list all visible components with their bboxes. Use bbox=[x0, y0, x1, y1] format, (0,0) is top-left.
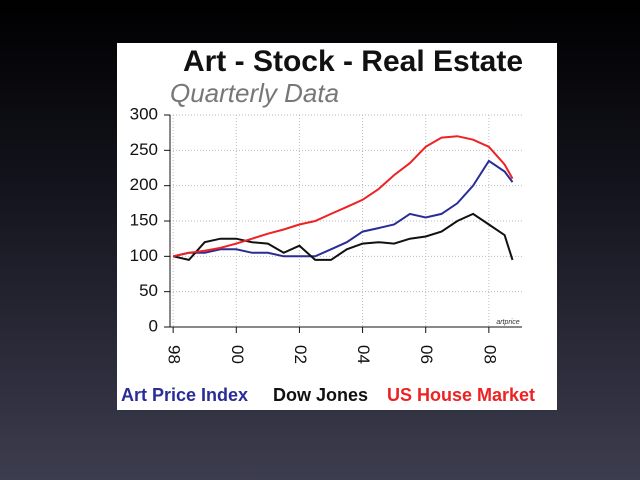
chart-title: Art - Stock - Real Estate bbox=[183, 45, 523, 78]
x-tick-label: 04 bbox=[354, 345, 373, 364]
x-tick-label: 00 bbox=[228, 345, 247, 364]
legend-label: Dow Jones bbox=[273, 385, 368, 405]
y-tick-label: 100 bbox=[130, 246, 158, 265]
x-tick-label: 06 bbox=[417, 345, 436, 364]
chart-subtitle: Quarterly Data bbox=[170, 78, 339, 108]
series-line bbox=[172, 135, 514, 258]
x-tick-label: 08 bbox=[480, 345, 499, 364]
x-tick-label: 02 bbox=[291, 345, 310, 364]
legend-label: US House Market bbox=[387, 385, 535, 405]
series-line bbox=[172, 212, 514, 262]
y-tick-label: 150 bbox=[130, 210, 158, 229]
y-tick-label: 250 bbox=[130, 140, 158, 159]
watermark: artprice bbox=[496, 319, 519, 326]
y-tick-label: 0 bbox=[149, 316, 158, 335]
legend-label: Art Price Index bbox=[121, 385, 248, 405]
series-line bbox=[172, 159, 514, 258]
y-tick-label: 200 bbox=[130, 175, 158, 194]
y-tick-label: 300 bbox=[130, 104, 158, 123]
chart-panel bbox=[117, 43, 557, 410]
y-tick-label: 50 bbox=[139, 281, 158, 300]
x-tick-label: 98 bbox=[165, 345, 184, 364]
